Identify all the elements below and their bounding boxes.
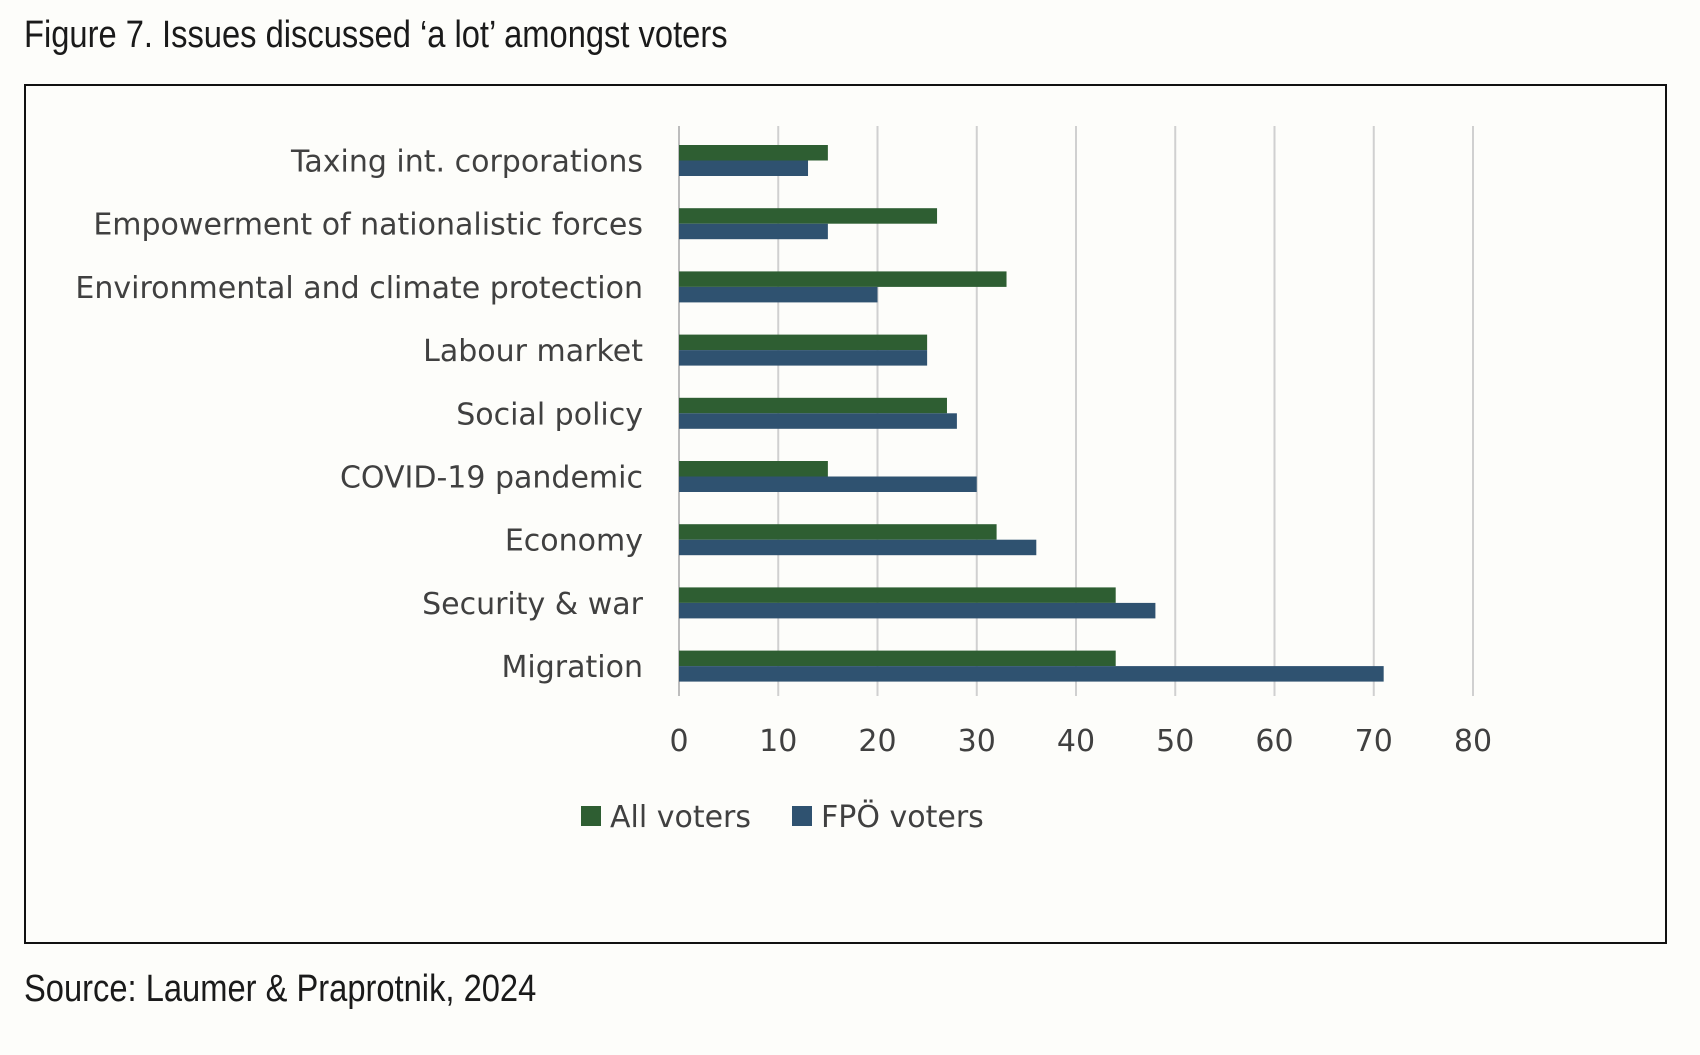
legend-swatch-all-voters <box>581 806 601 826</box>
legend-label-fpo-voters: FPÖ voters <box>821 799 984 835</box>
bar-all-voters-1 <box>679 208 938 224</box>
category-label: Security & war <box>422 587 644 622</box>
bar-chart: Taxing int. corporations Empowerment of n… <box>75 126 1492 835</box>
bar-fpo-voters-5 <box>679 476 977 492</box>
x-tick-label: 0 <box>669 724 688 759</box>
category-label: Migration <box>502 650 643 685</box>
bar-all-voters-6 <box>679 524 997 540</box>
x-tick-label: 20 <box>858 724 896 759</box>
bar-all-voters-5 <box>679 461 828 477</box>
bar-fpo-voters-4 <box>679 413 957 429</box>
bar-all-voters-0 <box>679 145 828 161</box>
category-label: COVID-19 pandemic <box>340 461 643 496</box>
legend-label-all-voters: All voters <box>610 800 751 835</box>
figure-title: Figure 7. Issues discussed ‘a lot’ among… <box>24 14 728 56</box>
x-tick-label: 40 <box>1057 724 1095 759</box>
category-label: Taxing int. corporations <box>290 145 643 180</box>
bar-all-voters-2 <box>679 271 1007 287</box>
category-label: Labour market <box>423 334 643 369</box>
bar-all-voters-3 <box>679 334 928 351</box>
category-labels: Taxing int. corporations Empowerment of n… <box>75 145 643 686</box>
bar-fpo-voters-0 <box>679 160 809 176</box>
x-tick-label: 10 <box>759 724 797 759</box>
legend-swatch-fpo-voters <box>792 806 812 826</box>
x-tick-label: 70 <box>1355 724 1393 759</box>
legend: All voters FPÖ voters <box>581 799 984 835</box>
category-label: Environmental and climate protection <box>75 271 643 306</box>
figure-source: Source: Laumer & Praprotnik, 2024 <box>24 968 537 1010</box>
bar-fpo-voters-2 <box>679 286 878 303</box>
bar-all-voters-4 <box>679 397 947 414</box>
bar-all-voters-8 <box>679 650 1116 667</box>
bar-fpo-voters-1 <box>679 223 828 240</box>
category-label: Economy <box>505 524 643 559</box>
x-tick-label: 60 <box>1255 724 1293 759</box>
x-tick-label: 50 <box>1156 724 1194 759</box>
x-tick-label: 30 <box>958 724 996 759</box>
bar-fpo-voters-8 <box>679 666 1384 682</box>
x-tick-label: 80 <box>1454 724 1492 759</box>
bar-fpo-voters-6 <box>679 539 1037 556</box>
x-tick-labels: 0 10 20 30 40 50 60 70 80 <box>669 724 1492 759</box>
category-label: Social policy <box>456 397 643 432</box>
bars <box>679 145 1384 682</box>
bar-fpo-voters-7 <box>679 602 1156 619</box>
bar-all-voters-7 <box>679 587 1116 603</box>
bar-fpo-voters-3 <box>679 350 928 366</box>
chart-frame: Taxing int. corporations Empowerment of n… <box>24 84 1667 944</box>
category-label: Empowerment of nationalistic forces <box>93 208 643 243</box>
